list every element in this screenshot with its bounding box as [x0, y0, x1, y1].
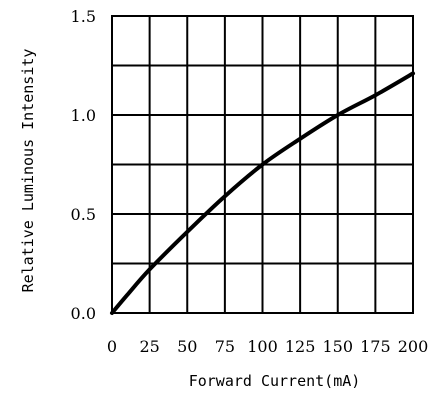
grid — [112, 16, 413, 313]
y-tick-label: 1.5 — [71, 7, 96, 26]
x-tick-label: 0 — [107, 337, 117, 356]
y-tick-label: 0.5 — [71, 205, 96, 224]
x-tick-label: 125 — [285, 337, 316, 356]
y-tick-label: 0.0 — [71, 304, 96, 323]
x-tick-label: 150 — [322, 337, 353, 356]
series-line — [110, 71, 415, 315]
x-tick-label: 75 — [215, 337, 235, 356]
plot-frame — [111, 15, 414, 314]
x-axis-title: Forward Current(mA) — [189, 372, 361, 390]
y-tick-label: 1.0 — [71, 106, 96, 125]
x-tick-label: 175 — [360, 337, 391, 356]
x-tick-label: 200 — [398, 337, 429, 356]
y-axis-title: Relative Luminous Intensity — [19, 49, 37, 293]
y-axis-ticks: 0.0 0.5 1.0 1.5 — [71, 7, 96, 323]
x-tick-label: 50 — [177, 337, 197, 356]
x-tick-label: 100 — [247, 337, 278, 356]
x-tick-label: 25 — [139, 337, 159, 356]
x-axis-ticks: 0 25 50 75 100 125 150 175 200 — [107, 337, 428, 356]
